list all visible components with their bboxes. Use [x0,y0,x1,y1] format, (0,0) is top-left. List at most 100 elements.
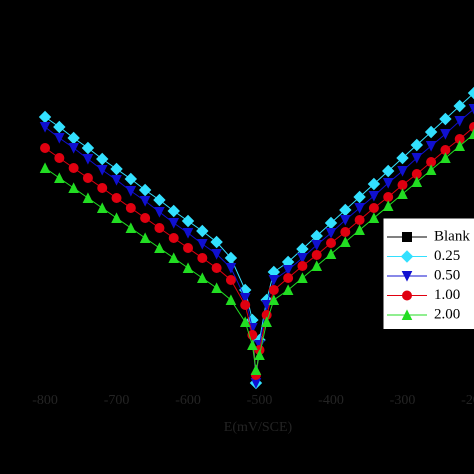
marker [225,294,237,305]
marker [254,349,265,360]
marker [467,86,474,100]
marker [340,215,351,226]
marker [397,180,408,190]
marker [325,248,337,259]
marker [411,176,423,187]
marker [354,203,365,214]
legend-label: 0.50 [434,267,460,283]
marker [382,164,395,178]
legend-marker [401,271,413,282]
x-tick-label: -600 [175,393,201,408]
x-axis-label: E(mV/SCE) [224,420,293,435]
marker [425,164,437,175]
marker [211,282,222,293]
x-tick-label: -800 [32,393,58,408]
marker [168,252,180,263]
marker [81,141,95,155]
marker [211,249,222,260]
marker [425,141,437,152]
marker [82,192,94,203]
marker [211,263,222,273]
legend: Blank 0.25 0.50 1.00 2.00 [382,217,474,330]
marker [368,212,380,223]
marker [410,138,424,152]
marker [268,275,280,286]
marker [354,215,365,225]
marker [111,193,122,203]
marker [167,204,180,218]
marker [39,162,51,173]
marker [367,177,381,191]
marker [82,154,94,165]
x-tick-label: -200 [461,393,474,408]
marker [297,272,308,283]
marker [283,273,294,283]
marker [311,260,323,271]
marker [297,253,308,264]
series-line [44,133,474,371]
legend-label: Blank [434,228,470,244]
marker [197,239,208,250]
marker [68,163,79,173]
marker [225,275,236,285]
marker [197,253,208,263]
marker [139,232,151,243]
marker [124,172,138,186]
marker [268,285,279,295]
marker [239,293,251,304]
marker [340,227,351,237]
marker [454,116,466,127]
marker [68,143,79,154]
series [39,128,474,375]
marker [125,186,137,197]
marker [282,265,294,276]
marker [240,300,251,310]
marker [468,104,474,115]
marker [424,125,438,139]
marker [125,203,136,213]
marker [225,263,237,274]
legend-marker [402,232,412,242]
marker [354,224,365,235]
marker [411,153,423,164]
marker [247,339,258,350]
marker [181,214,195,228]
marker [261,316,272,327]
marker [54,153,65,163]
legend-marker [402,290,412,301]
marker [40,143,51,153]
marker [468,128,474,139]
marker [125,222,137,233]
marker [325,228,337,239]
marker [140,213,151,223]
marker [282,284,294,295]
legend-marker [401,309,413,320]
marker [311,250,322,260]
marker [153,193,166,207]
marker [111,212,122,223]
marker [54,172,65,183]
marker [396,151,409,165]
marker [326,238,337,248]
marker [154,207,165,218]
marker [111,175,122,186]
marker [110,162,123,176]
marker [368,191,380,202]
marker [82,173,93,183]
marker [168,218,180,229]
marker [340,236,351,247]
marker [139,196,151,207]
marker [196,224,209,238]
marker [440,129,451,140]
marker [440,152,451,163]
marker [383,192,394,202]
x-tick-label: -700 [104,393,130,408]
marker [154,242,165,253]
marker [311,240,323,251]
marker [183,243,194,253]
legend-marker [400,250,414,263]
marker [453,99,466,113]
marker [68,182,79,193]
marker [297,261,308,271]
